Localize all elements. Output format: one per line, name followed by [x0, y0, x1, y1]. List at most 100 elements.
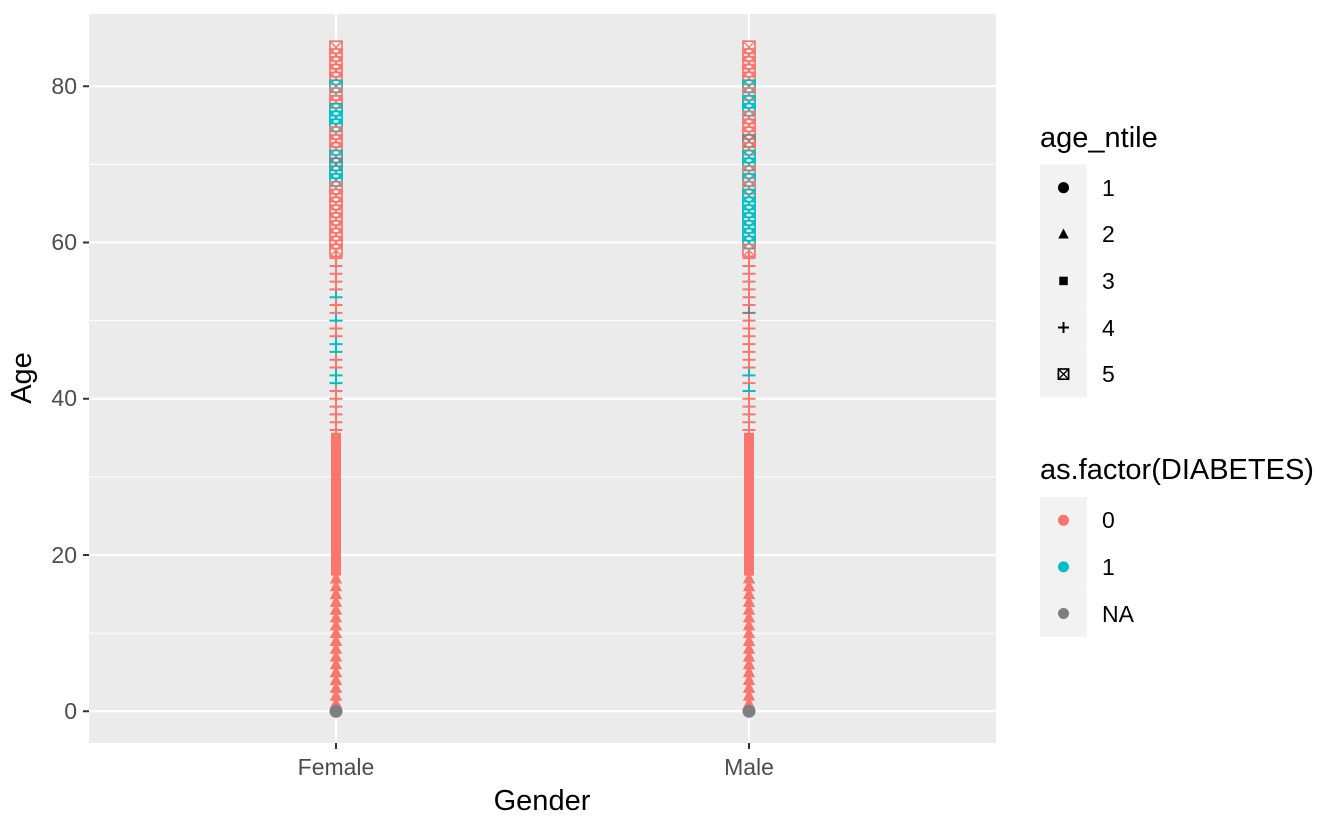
data-point	[329, 235, 343, 250]
data-point-cross	[742, 243, 756, 257]
data-point	[331, 550, 341, 560]
data-point	[331, 448, 341, 459]
data-point	[744, 526, 754, 537]
data-point	[329, 587, 343, 600]
data-point	[742, 634, 756, 646]
legend-circle-icon	[1057, 182, 1070, 194]
data-points-female	[329, 40, 343, 718]
data-point	[329, 79, 343, 94]
data-point	[742, 157, 756, 172]
data-point	[329, 102, 343, 117]
data-point	[329, 188, 343, 203]
data-point	[742, 571, 756, 584]
data-point	[329, 63, 343, 78]
data-point	[744, 471, 754, 482]
color-legend-keys	[1040, 497, 1087, 637]
data-point	[331, 557, 341, 568]
legend-color-dot-icon	[1058, 561, 1069, 573]
data-point	[742, 657, 756, 670]
data-point	[742, 126, 756, 140]
data-point	[742, 688, 756, 701]
data-point	[742, 48, 756, 62]
data-point	[744, 479, 754, 490]
data-point	[742, 641, 756, 654]
data-point	[742, 141, 756, 156]
legend-square-cross-icon-cross	[1057, 368, 1070, 380]
y-axis-title: Age	[6, 352, 38, 404]
data-point	[742, 618, 756, 631]
data-point	[329, 649, 343, 662]
data-point	[329, 71, 343, 86]
data-point	[329, 173, 343, 187]
y-tick-label-80: 80	[51, 73, 77, 99]
shape-legend-title: age_ntile	[1040, 122, 1158, 154]
data-point	[331, 534, 341, 545]
data-point	[742, 602, 756, 615]
data-point	[329, 149, 343, 164]
data-point	[329, 610, 343, 623]
data-point	[329, 681, 343, 693]
data-point	[742, 196, 756, 211]
shape-legend-keys	[1040, 164, 1087, 398]
data-point	[742, 71, 756, 86]
x-tick-label-female: Female	[298, 754, 375, 780]
data-point	[329, 55, 343, 70]
data-point	[329, 602, 343, 615]
data-point	[329, 696, 343, 709]
data-point	[331, 503, 341, 514]
data-point	[331, 440, 341, 451]
data-point	[742, 681, 756, 693]
data-point	[329, 665, 343, 678]
shape-legend-label-3: 3	[1102, 268, 1115, 294]
data-point	[742, 79, 756, 94]
data-point	[744, 542, 754, 553]
y-tick-label-20: 20	[51, 542, 77, 568]
legend-square-icon	[1059, 276, 1068, 286]
data-point	[331, 518, 341, 529]
data-point	[329, 227, 343, 242]
data-point	[744, 534, 754, 545]
data-point	[331, 432, 341, 443]
legend-triangle-icon	[1058, 228, 1069, 239]
data-point	[742, 118, 756, 133]
data-point	[329, 626, 343, 639]
data-point	[742, 579, 756, 592]
data-point	[742, 595, 756, 607]
data-point	[742, 173, 756, 187]
data-point	[329, 95, 343, 109]
data-point	[329, 157, 343, 172]
data-point	[329, 657, 343, 670]
data-point	[331, 495, 341, 506]
y-tick-label-40: 40	[51, 385, 77, 411]
data-point	[742, 665, 756, 678]
legend-square-cross-icon	[1057, 368, 1070, 381]
data-point	[742, 610, 756, 623]
data-point	[329, 110, 343, 125]
data-point	[744, 503, 754, 514]
plot-panel	[89, 14, 996, 743]
x-axis-title: Gender	[494, 785, 591, 817]
shape-legend-label-4: 4	[1102, 315, 1115, 341]
data-point	[742, 40, 756, 55]
data-point	[331, 565, 341, 576]
data-point	[331, 526, 341, 537]
data-point	[329, 180, 343, 195]
data-point	[329, 126, 343, 140]
data-point	[744, 557, 754, 568]
data-point	[329, 134, 343, 148]
data-point	[329, 595, 343, 607]
data-point	[742, 55, 756, 70]
data-point	[742, 87, 756, 101]
data-point-cross	[329, 243, 343, 257]
x-tick-label-male: Male	[724, 754, 774, 780]
data-point	[742, 649, 756, 662]
data-point	[742, 102, 756, 117]
color-legend-label-0: 0	[1102, 507, 1115, 533]
data-point	[331, 464, 341, 475]
shape-legend-label-2: 2	[1102, 221, 1115, 247]
data-points-male	[742, 40, 756, 718]
data-point	[744, 565, 754, 576]
data-point	[742, 212, 756, 226]
